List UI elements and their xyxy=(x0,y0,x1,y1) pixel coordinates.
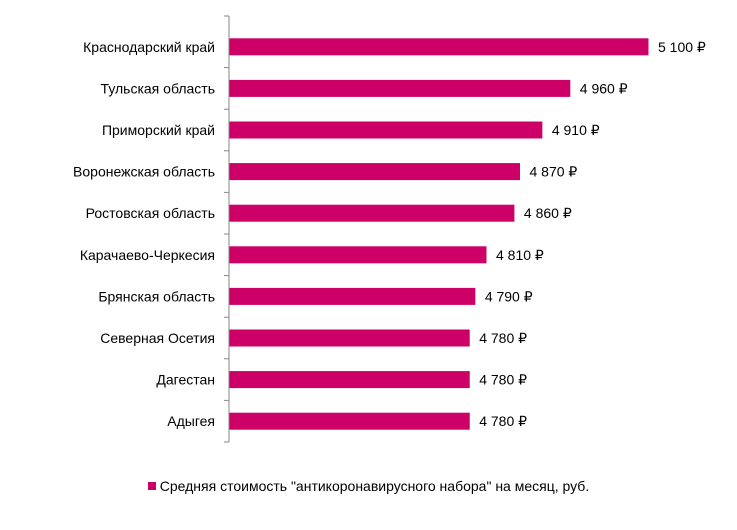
bar xyxy=(229,412,470,430)
bar xyxy=(229,329,470,347)
value-label: 4 860 ₽ xyxy=(524,205,572,221)
value-labels: 5 100 ₽ 4 960 ₽ 4 910 ₽ 4 870 ₽ 4 860 ₽ 4 810… xyxy=(479,39,706,429)
bars-group xyxy=(229,38,649,430)
bar xyxy=(229,38,649,56)
bar xyxy=(229,287,476,305)
value-label: 4 910 ₽ xyxy=(552,122,600,138)
legend: Средняя стоимость "антикоронавирусного н… xyxy=(0,478,737,494)
bar xyxy=(229,121,543,139)
category-label: Адыгея xyxy=(167,413,215,429)
value-label: 4 960 ₽ xyxy=(580,80,628,96)
bar-chart: Краснодарский край Тульская область Примор… xyxy=(73,15,706,443)
category-label: Дагестан xyxy=(156,372,215,388)
legend-label: Средняя стоимость "антикоронавирусного н… xyxy=(159,478,590,494)
category-label: Ростовская область xyxy=(86,205,215,221)
category-label: Тульская область xyxy=(101,80,215,96)
value-label: 4 810 ₽ xyxy=(496,247,544,263)
value-label: 4 780 ₽ xyxy=(479,372,527,388)
value-label: 5 100 ₽ xyxy=(658,39,706,55)
bar xyxy=(229,79,571,97)
bar xyxy=(229,246,487,264)
value-label: 4 870 ₽ xyxy=(530,164,578,180)
value-label: 4 790 ₽ xyxy=(485,288,533,304)
category-label: Северная Осетия xyxy=(100,330,215,346)
category-label: Приморский край xyxy=(102,122,215,138)
category-label: Карачаево-Черкесия xyxy=(80,247,215,263)
bar xyxy=(229,371,470,389)
bar xyxy=(229,204,515,222)
legend-swatch xyxy=(147,482,156,491)
value-label: 4 780 ₽ xyxy=(479,330,527,346)
bar xyxy=(229,163,521,181)
value-label: 4 780 ₽ xyxy=(479,413,527,429)
category-label: Краснодарский край xyxy=(83,39,215,55)
category-label: Брянская область xyxy=(98,288,215,304)
category-labels: Краснодарский край Тульская область Примор… xyxy=(73,39,215,429)
category-label: Воронежская область xyxy=(73,164,215,180)
category-axis-ticks xyxy=(224,15,229,443)
